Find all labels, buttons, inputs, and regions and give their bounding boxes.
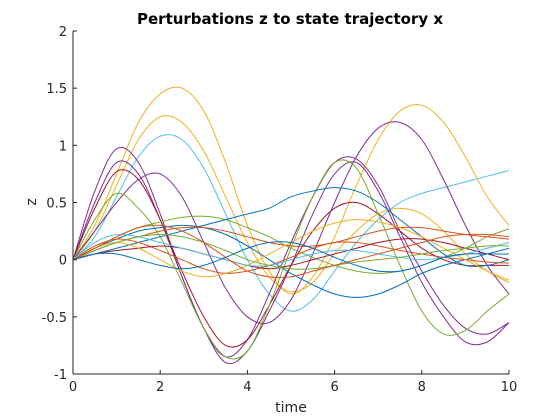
tick-layer: 0 2 4 6 8 10 -1 -0.5 0 0.5 1 1.5 2 (42, 25, 518, 395)
x-tick-label-5: 10 (501, 380, 518, 395)
y-tick-label-0: -1 (54, 368, 67, 383)
series-line-1 (72, 86, 510, 295)
x-tick-label-4: 8 (418, 380, 426, 395)
series-line-13 (72, 226, 510, 261)
series-line-7 (72, 121, 510, 325)
x-tick-label-1: 2 (156, 380, 164, 395)
y-tick-label-1: -0.5 (42, 311, 67, 326)
x-axis-label: time (275, 400, 307, 416)
x-tick-label-0: 0 (69, 380, 77, 395)
series-line-11 (72, 224, 510, 298)
y-tick-label-4: 1 (59, 139, 67, 154)
series-line-10 (72, 187, 510, 267)
x-tick-label-3: 6 (330, 380, 338, 395)
y-tick-label-6: 2 (59, 25, 67, 40)
series-line-17 (72, 234, 510, 270)
series-line-18 (72, 224, 510, 279)
y-axis-label: z (24, 198, 40, 205)
y-tick-label-3: 0.5 (46, 197, 67, 212)
y-tick-label-2: 0 (59, 254, 67, 269)
series-line-16 (72, 233, 510, 267)
series-line-3 (72, 134, 510, 312)
series-line-14 (72, 238, 510, 270)
series-layer (72, 86, 510, 365)
y-tick-label-5: 1.5 (46, 82, 67, 97)
series-line-19 (72, 241, 509, 273)
chart-title: Perturbations z to state trajectory x (137, 10, 443, 28)
series-line-12 (72, 238, 510, 274)
x-tick-label-2: 4 (243, 380, 251, 395)
series-line-2 (72, 115, 510, 293)
